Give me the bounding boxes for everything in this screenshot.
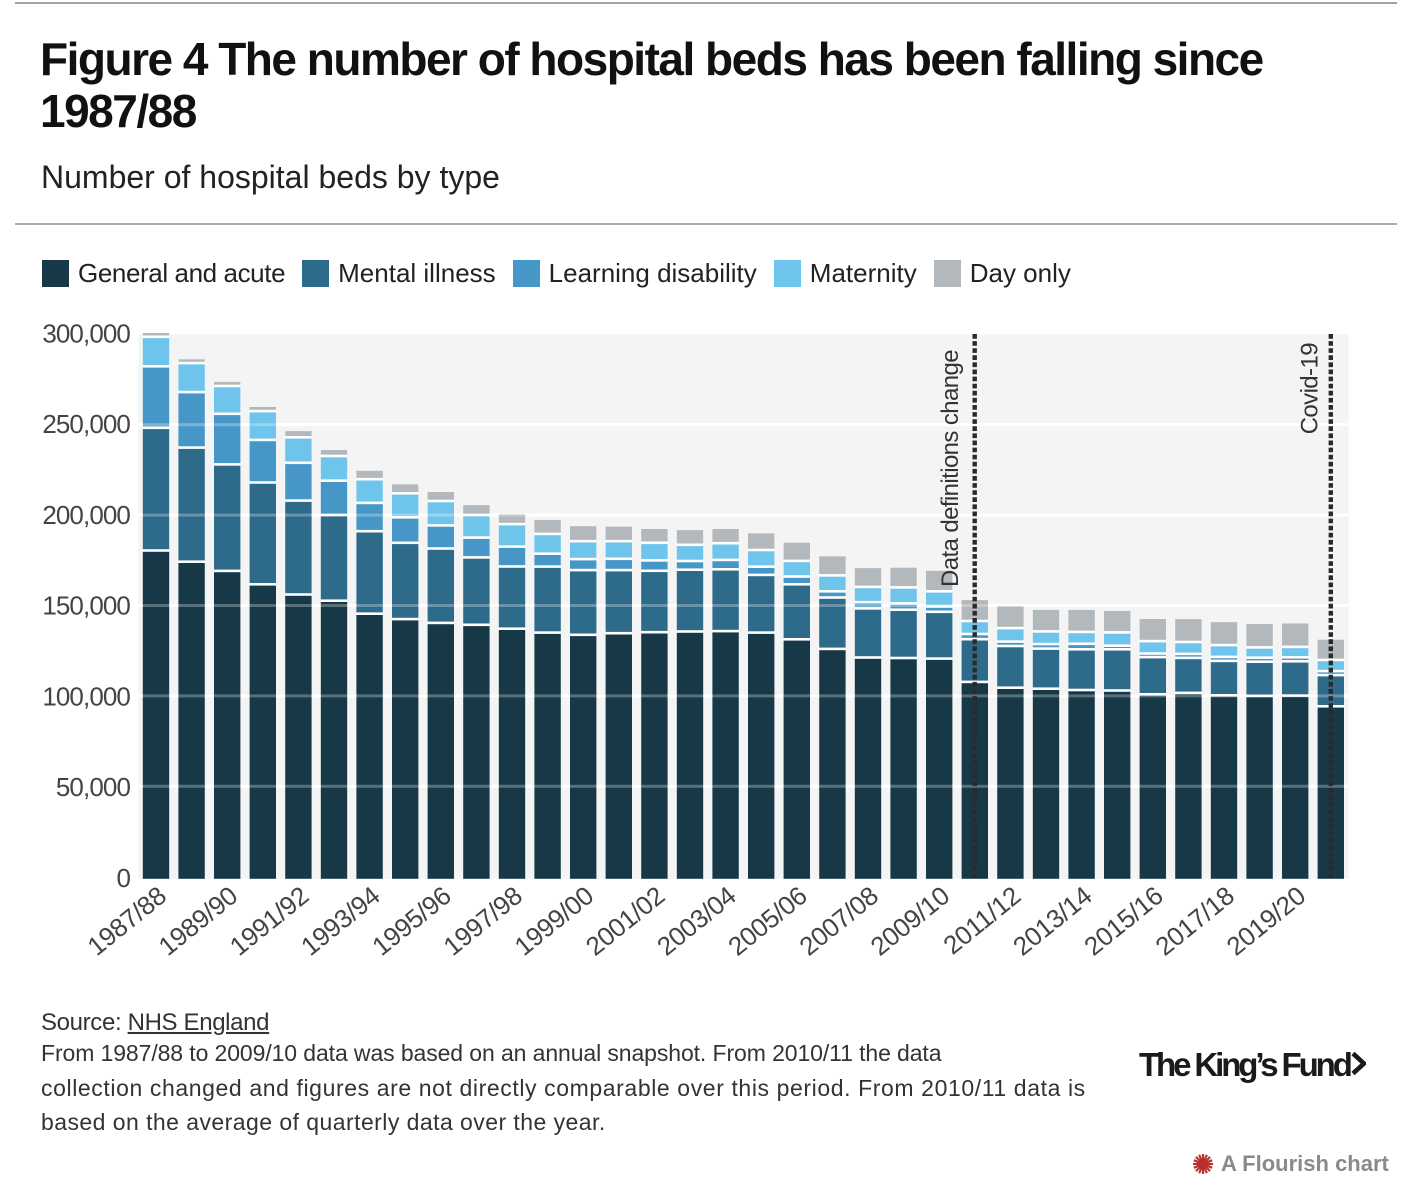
svg-text:Covid-19: Covid-19 bbox=[1297, 343, 1324, 434]
svg-text:2017/18: 2017/18 bbox=[1149, 880, 1239, 961]
svg-text:Data definitions change: Data definitions change bbox=[937, 350, 964, 587]
svg-text:2013/14: 2013/14 bbox=[1007, 880, 1097, 961]
svg-text:2007/08: 2007/08 bbox=[793, 880, 883, 961]
svg-text:250,000: 250,000 bbox=[42, 409, 130, 439]
svg-text:2015/16: 2015/16 bbox=[1078, 880, 1168, 961]
svg-text:1993/94: 1993/94 bbox=[295, 880, 385, 961]
svg-text:2009/10: 2009/10 bbox=[865, 880, 955, 961]
svg-text:1995/96: 1995/96 bbox=[366, 880, 456, 961]
svg-text:1999/00: 1999/00 bbox=[509, 880, 599, 961]
svg-text:1991/92: 1991/92 bbox=[224, 880, 314, 961]
svg-text:2019/20: 2019/20 bbox=[1221, 880, 1311, 961]
svg-text:300,000: 300,000 bbox=[42, 318, 130, 348]
svg-text:1989/90: 1989/90 bbox=[153, 880, 243, 961]
svg-text:2011/12: 2011/12 bbox=[937, 880, 1026, 960]
svg-text:150,000: 150,000 bbox=[42, 591, 130, 621]
svg-text:50,000: 50,000 bbox=[56, 772, 131, 802]
svg-text:2005/06: 2005/06 bbox=[722, 880, 812, 961]
svg-text:0: 0 bbox=[116, 863, 130, 893]
svg-text:200,000: 200,000 bbox=[42, 500, 130, 530]
svg-text:2003/04: 2003/04 bbox=[651, 880, 741, 961]
svg-text:1997/98: 1997/98 bbox=[437, 880, 527, 961]
svg-text:100,000: 100,000 bbox=[42, 681, 130, 711]
svg-text:2001/02: 2001/02 bbox=[580, 880, 670, 961]
